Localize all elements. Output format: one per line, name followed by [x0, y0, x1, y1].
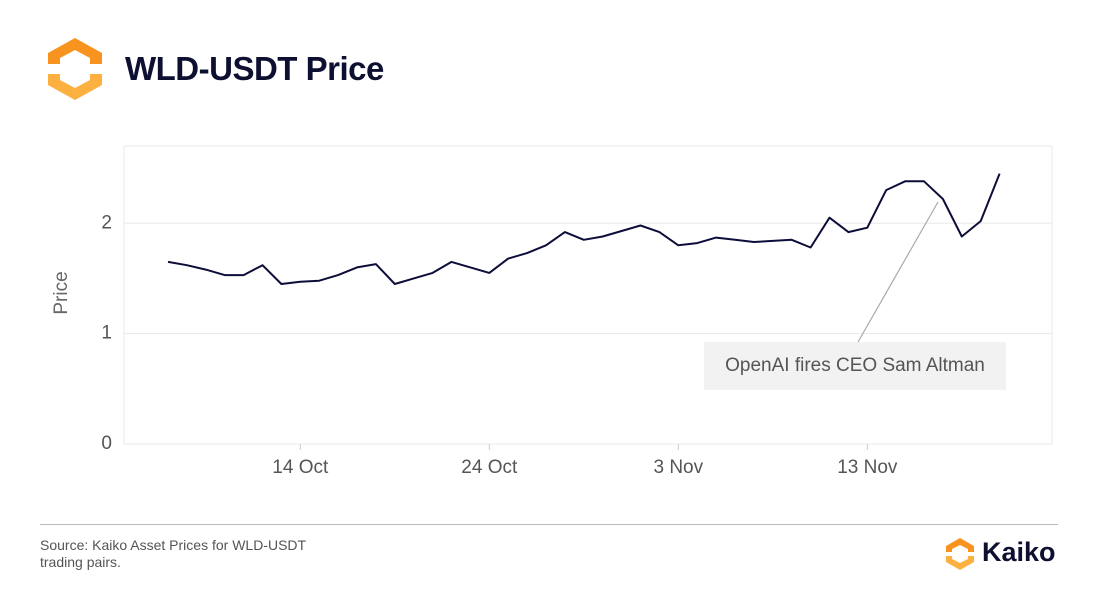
page-title: WLD-USDT Price — [125, 50, 384, 87]
footer-rule — [40, 524, 1058, 525]
source-note: Source: Kaiko Asset Prices for WLD-USDT … — [40, 537, 306, 570]
y-axis-label: Price — [51, 271, 72, 314]
y-tick-label: 1 — [101, 323, 112, 344]
x-tick-label: 24 Oct — [461, 457, 518, 478]
brand-name: Kaiko — [982, 537, 1056, 567]
annotation-box — [704, 342, 1006, 390]
x-tick-label: 14 Oct — [272, 457, 329, 478]
annotation-leader — [857, 201, 939, 343]
y-tick-label: 0 — [101, 433, 112, 454]
x-tick-label: 13 Nov — [837, 457, 898, 478]
chart: Price 0 1 2 14 Oct 24 Oct 3 Nov 13 Nov OpenAI f… — [51, 145, 1053, 478]
price-line — [167, 173, 1001, 285]
brand-logo — [946, 538, 974, 570]
annotation: OpenAI fires CEO Sam Altman — [725, 355, 985, 376]
y-tick-label: 2 — [101, 212, 112, 233]
x-tick-label: 3 Nov — [653, 457, 703, 478]
logo — [48, 38, 102, 100]
